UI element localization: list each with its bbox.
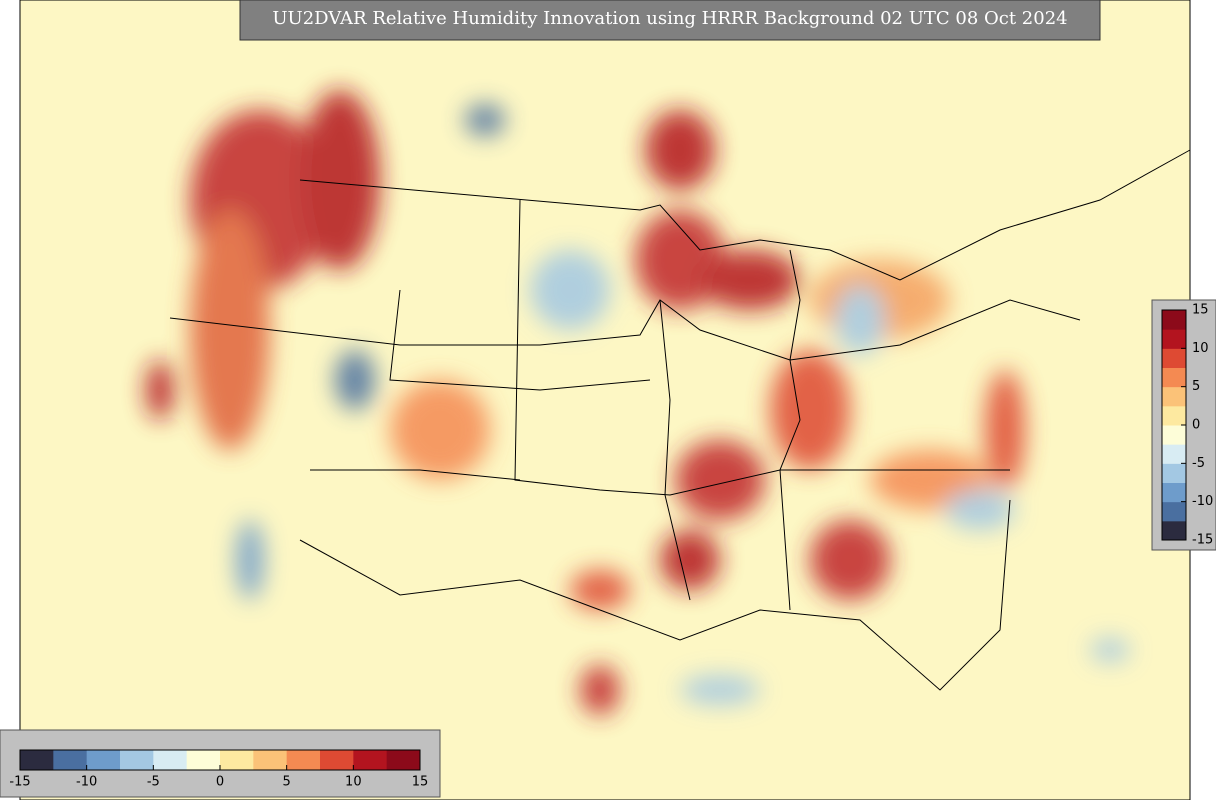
horizontal-colorbar: -15 -10 -5 0 5 10 15 xyxy=(9,749,429,790)
tick-label: 0 xyxy=(216,775,224,790)
colorbar-segment xyxy=(320,750,354,770)
colorbar-segment xyxy=(1162,463,1186,483)
colorbar-segment xyxy=(286,750,321,770)
tick-label: 10 xyxy=(1192,341,1209,356)
vertical-colorbar: 15 10 5 0 -5 -10 -15 xyxy=(1161,303,1213,548)
tick-label: 5 xyxy=(1192,379,1200,394)
colorbar-segment xyxy=(253,750,288,770)
colorbar-segment xyxy=(53,750,88,770)
title-box xyxy=(239,0,1101,41)
colorbar-segment xyxy=(220,750,254,770)
colorbar-segment xyxy=(120,750,154,770)
tick-label: 10 xyxy=(345,775,362,790)
tick-label: -15 xyxy=(1192,533,1213,548)
colorbar-segment xyxy=(1162,329,1186,349)
humidity-field xyxy=(146,90,1130,715)
tick-label: 5 xyxy=(283,775,291,790)
tick-label: -15 xyxy=(9,775,30,790)
tick-label: -5 xyxy=(1192,456,1205,471)
colorbar-segment xyxy=(1162,501,1186,522)
map-title: UU2DVAR Relative Humidity Innovation usi… xyxy=(272,8,1067,29)
colorbar-segment xyxy=(1162,482,1186,503)
tick-label: -5 xyxy=(147,775,160,790)
colorbar-segment xyxy=(86,750,121,770)
tick-label: 15 xyxy=(1192,303,1209,318)
colorbar-segment xyxy=(1162,520,1186,541)
colorbar-segment xyxy=(1162,310,1186,330)
colorbar-segment xyxy=(1162,348,1186,368)
colorbar-segment xyxy=(1162,444,1186,464)
tick-label: 0 xyxy=(1192,418,1200,433)
colorbar-segment xyxy=(153,750,188,770)
colorbar-segment xyxy=(1162,425,1186,445)
colorbar-segment xyxy=(1162,367,1186,388)
colorbar-segment xyxy=(20,750,54,770)
colorbar-segment xyxy=(353,750,388,770)
colorbar-segment xyxy=(1162,386,1186,407)
tick-label: -10 xyxy=(76,775,97,790)
colorbar-segment xyxy=(186,750,221,770)
boundaries xyxy=(169,149,1191,691)
colorbar-segment xyxy=(386,750,421,770)
tick-label: 15 xyxy=(412,775,429,790)
colorbar-segment xyxy=(1162,405,1186,426)
tick-label: -10 xyxy=(1192,494,1213,509)
